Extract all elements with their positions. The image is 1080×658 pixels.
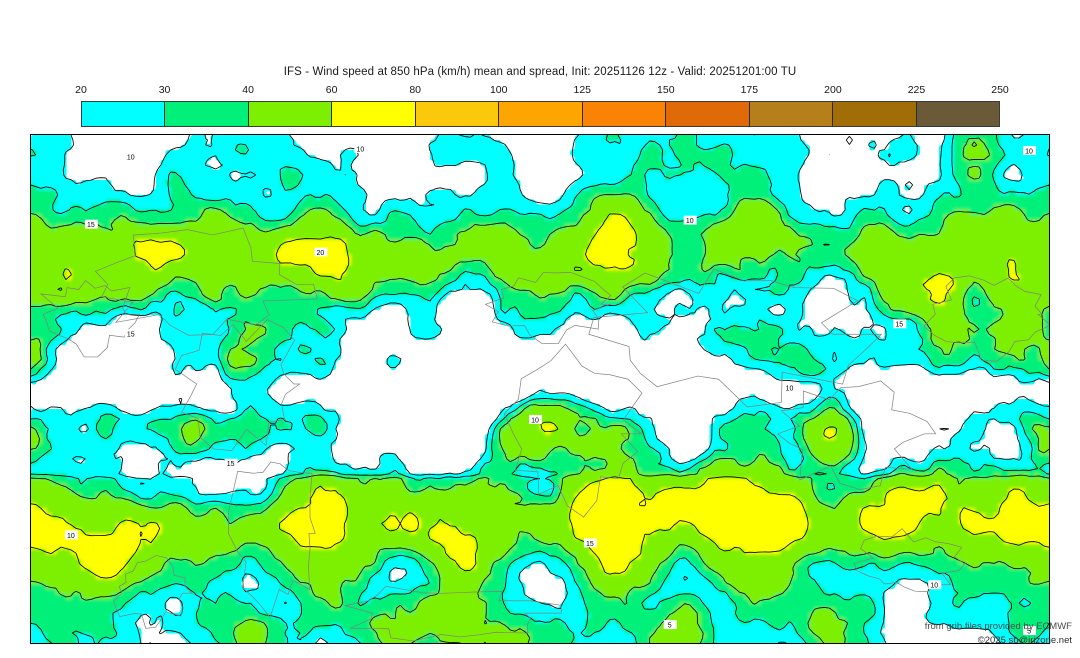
colorbar-tick-125: 125 [573,84,592,96]
contour-label-bg-6 [583,538,597,548]
contour-label-10-0: 10 [127,154,135,161]
contour-label-bg-10 [893,319,907,329]
contour-label-15-6: 15 [586,541,594,548]
contour-label-10-2: 10 [686,218,694,225]
coastline-outline-3 [484,272,612,345]
page-title: IFS - Wind speed at 850 hPa (km/h) mean … [283,66,797,78]
contour-label-bg-4 [84,219,98,229]
colorbar-tick-200: 200 [824,84,842,96]
colorbar-segment-3 [332,102,416,126]
colorbar-tick-80: 80 [409,84,422,96]
colorbar [81,101,1000,127]
map-canvas: 10 10 10 10 15 20 15 10 15 10 15 5 10 15 5 10 [31,135,1049,643]
coastlines [39,227,1049,642]
wind-band-30-40 [31,135,1049,643]
contour-label-bg-1 [354,143,368,153]
contour-line-60 [31,213,1049,579]
contour-label-10-9: 10 [531,417,539,424]
colorbar-segment-7 [666,102,750,126]
colorbar-tick-40: 40 [242,84,254,96]
colorbar-tick-30: 30 [158,84,171,96]
colorbar-segment-9 [833,102,917,126]
contour-label-5-14: 5 [1027,629,1031,636]
contour-labels: 10 10 10 10 15 20 15 10 15 10 15 5 10 15 5 10 [64,143,1037,636]
colorbar-tick-labels: 20 30 40 60 80 100 125 150 175 200 225 250 [0,84,1080,98]
colorbar-gradient [81,101,1000,127]
coastline-outline-6 [777,380,937,490]
contour-label-bg-0 [124,151,138,161]
contour-label-5-11: 5 [668,623,672,630]
contour-label-15-13: 15 [227,461,235,468]
contour-label-bg-2 [683,215,697,225]
colorbar-tick-250: 250 [991,84,1009,96]
contour-line-20 [31,135,1049,643]
coastline-outline-8 [345,585,562,642]
contour-label-10-1: 10 [356,146,364,153]
coastline-outline-4 [503,343,643,518]
coastline-outline-1 [174,319,301,452]
colorbar-segment-10 [916,102,999,126]
contour-label-10-3: 10 [1025,148,1033,155]
contour-label-15-8: 15 [127,332,135,339]
colorbar-segment-2 [248,102,333,126]
contour-label-bg-11 [663,620,677,630]
contour-label-20-5: 20 [317,250,325,257]
contour-label-bg-13 [224,458,238,468]
wind-band-40-60 [31,139,1049,643]
contour-label-10-15: 10 [930,583,938,590]
colorbar-tick-20: 20 [75,84,87,96]
colorbar-segment-5 [499,102,583,126]
contour-label-bg-12 [783,383,797,392]
coastline-outline-10 [923,275,1049,362]
colorbar-segment-0 [82,102,166,126]
contour-label-bg-3 [1023,145,1037,155]
colorbar-segment-4 [415,102,500,126]
coastline-outline-5 [588,268,883,408]
contour-label-10-12: 10 [786,385,794,392]
colorbar-tick-150: 150 [657,84,675,96]
colorbar-tick-100: 100 [489,84,508,96]
colorbar-tick-175: 175 [740,84,759,96]
wind-band-20-30 [31,135,1049,643]
wind-speed-fill [31,135,1049,643]
coastline-outline-11 [113,555,193,629]
contour-label-15-4: 15 [87,222,95,229]
contour-line-30 [31,135,1049,643]
contour-label-10-7: 10 [67,533,75,540]
colorbar-segment-8 [749,102,834,126]
wind-band-60-80 [31,214,1049,579]
weather-map[interactable]: 10 10 10 10 15 20 15 10 15 10 15 5 10 15 5 10 [30,134,1050,644]
colorbar-tick-60: 60 [325,84,338,96]
contour-line-40 [31,137,1049,643]
contour-label-bg-9 [529,414,542,424]
colorbar-segment-6 [582,102,667,126]
contour-label-bg-15 [928,580,942,590]
colorbar-segment-1 [165,102,249,126]
spread-contours [31,135,1049,643]
coastline-outline-0 [94,227,318,336]
coastline-outline-2 [228,461,316,619]
contour-label-bg-5 [314,247,328,257]
contour-label-bg-14 [1023,626,1037,636]
contour-label-bg-8 [124,329,138,339]
contour-label-bg-7 [64,530,78,540]
coastline-outline-9 [39,280,141,358]
contour-label-15-10: 15 [895,322,903,329]
colorbar-tick-225: 225 [907,84,926,96]
